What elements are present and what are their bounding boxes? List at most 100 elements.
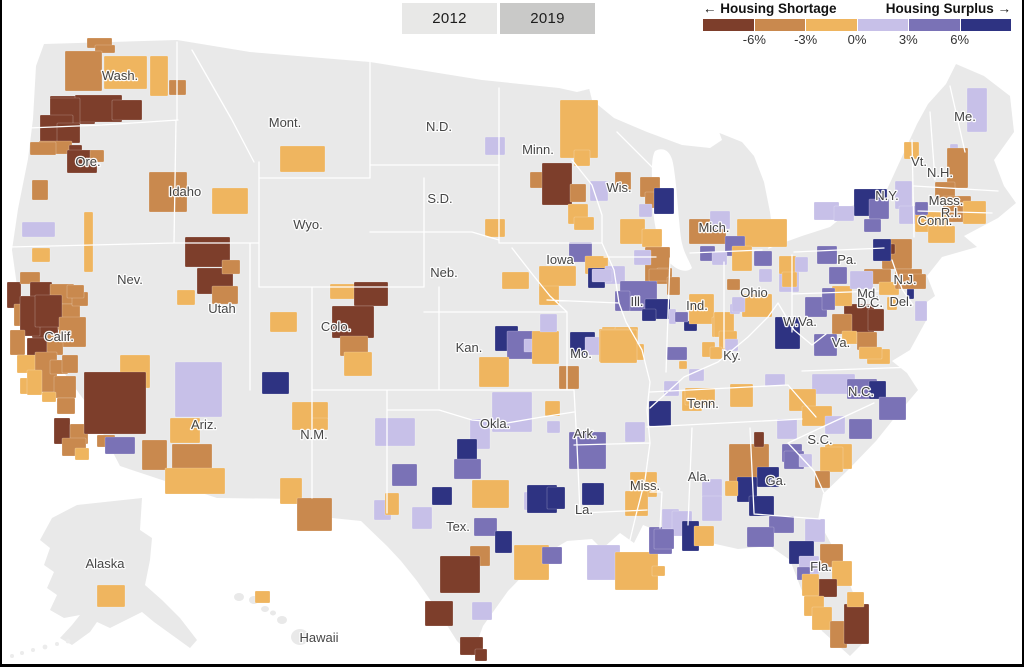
county-patch[interactable]: [353, 281, 389, 307]
county-patch[interactable]: [501, 271, 530, 290]
county-patch[interactable]: [927, 225, 956, 244]
county-patch[interactable]: [693, 525, 715, 547]
county-patch[interactable]: [731, 296, 746, 313]
county-patch[interactable]: [531, 330, 560, 365]
county-patch[interactable]: [758, 268, 773, 283]
county-patch[interactable]: [814, 470, 831, 489]
county-patch[interactable]: [53, 375, 77, 399]
county-patch[interactable]: [709, 346, 723, 360]
county-patch[interactable]: [641, 308, 657, 322]
county-patch[interactable]: [589, 180, 609, 202]
county-patch[interactable]: [384, 492, 400, 516]
county-patch[interactable]: [819, 446, 844, 473]
county-patch[interactable]: [83, 211, 94, 273]
county-patch[interactable]: [539, 313, 558, 333]
county-patch[interactable]: [726, 278, 741, 291]
county-patch[interactable]: [821, 287, 836, 311]
county-patch[interactable]: [731, 245, 753, 272]
county-patch[interactable]: [169, 417, 201, 444]
county-patch[interactable]: [801, 573, 820, 597]
county-patch[interactable]: [794, 256, 809, 273]
county-patch[interactable]: [221, 259, 241, 275]
county-patch[interactable]: [269, 311, 298, 333]
county-patch[interactable]: [641, 228, 663, 248]
county-patch[interactable]: [279, 477, 303, 505]
county-patch[interactable]: [494, 530, 513, 554]
county-patch[interactable]: [828, 266, 848, 285]
county-patch[interactable]: [164, 467, 226, 495]
county-patch[interactable]: [64, 50, 103, 92]
county-patch[interactable]: [34, 294, 63, 328]
county-patch[interactable]: [573, 149, 591, 167]
county-patch[interactable]: [816, 245, 838, 265]
county-patch[interactable]: [966, 87, 988, 133]
county-patch[interactable]: [709, 210, 731, 230]
county-patch[interactable]: [868, 380, 887, 400]
county-patch[interactable]: [591, 268, 613, 283]
county-patch[interactable]: [374, 417, 416, 447]
county-patch[interactable]: [624, 421, 646, 443]
county-patch[interactable]: [484, 136, 506, 156]
county-patch[interactable]: [9, 329, 26, 356]
county-patch[interactable]: [74, 447, 90, 461]
county-patch[interactable]: [111, 99, 143, 121]
county-patch[interactable]: [776, 418, 798, 440]
county-patch[interactable]: [858, 346, 883, 360]
county-patch[interactable]: [58, 316, 87, 348]
county-patch[interactable]: [748, 495, 775, 517]
county-patch[interactable]: [804, 518, 826, 543]
county-patch[interactable]: [474, 648, 488, 662]
county-patch[interactable]: [736, 218, 788, 248]
county-patch[interactable]: [41, 391, 57, 403]
county-patch[interactable]: [886, 296, 898, 311]
county-patch[interactable]: [831, 560, 853, 587]
county-patch[interactable]: [573, 216, 595, 231]
county-patch[interactable]: [774, 316, 801, 350]
county-patch[interactable]: [391, 463, 418, 487]
county-patch[interactable]: [878, 396, 907, 421]
county-patch[interactable]: [541, 162, 573, 206]
county-patch[interactable]: [484, 218, 506, 238]
county-patch[interactable]: [544, 400, 561, 417]
county-patch[interactable]: [141, 439, 168, 471]
county-patch[interactable]: [614, 551, 659, 591]
county-patch[interactable]: [26, 369, 43, 396]
county-patch[interactable]: [833, 205, 855, 222]
county-patch[interactable]: [31, 247, 51, 263]
county-patch[interactable]: [148, 171, 188, 213]
county-patch[interactable]: [863, 218, 882, 233]
county-patch[interactable]: [674, 311, 689, 323]
county-patch[interactable]: [29, 141, 57, 156]
county-patch[interactable]: [666, 276, 681, 296]
county-patch[interactable]: [798, 453, 813, 468]
county-patch[interactable]: [638, 203, 653, 218]
county-patch[interactable]: [473, 517, 498, 537]
county-patch[interactable]: [648, 268, 670, 282]
county-patch[interactable]: [848, 418, 873, 440]
county-patch[interactable]: [614, 171, 632, 191]
county-patch[interactable]: [471, 479, 510, 509]
county-patch[interactable]: [66, 284, 85, 299]
county-patch[interactable]: [651, 565, 666, 577]
county-patch[interactable]: [329, 283, 356, 300]
county-patch[interactable]: [439, 555, 481, 594]
county-patch[interactable]: [653, 187, 675, 215]
year-2012-button[interactable]: 2012: [402, 3, 497, 34]
county-patch[interactable]: [211, 285, 239, 305]
county-patch[interactable]: [753, 250, 773, 267]
county-patch[interactable]: [688, 293, 715, 325]
county-patch[interactable]: [261, 371, 290, 395]
county-patch[interactable]: [343, 351, 373, 377]
county-patch[interactable]: [541, 546, 563, 565]
county-patch[interactable]: [653, 528, 675, 550]
county-patch[interactable]: [724, 480, 739, 497]
county-patch[interactable]: [61, 354, 79, 374]
county-patch[interactable]: [753, 431, 765, 448]
county-patch[interactable]: [411, 506, 433, 530]
county-patch[interactable]: [296, 497, 333, 532]
county-patch[interactable]: [279, 145, 326, 173]
county-patch[interactable]: [546, 420, 561, 434]
county-patch[interactable]: [89, 149, 105, 163]
county-patch[interactable]: [83, 371, 147, 435]
county-patch[interactable]: [184, 236, 231, 268]
